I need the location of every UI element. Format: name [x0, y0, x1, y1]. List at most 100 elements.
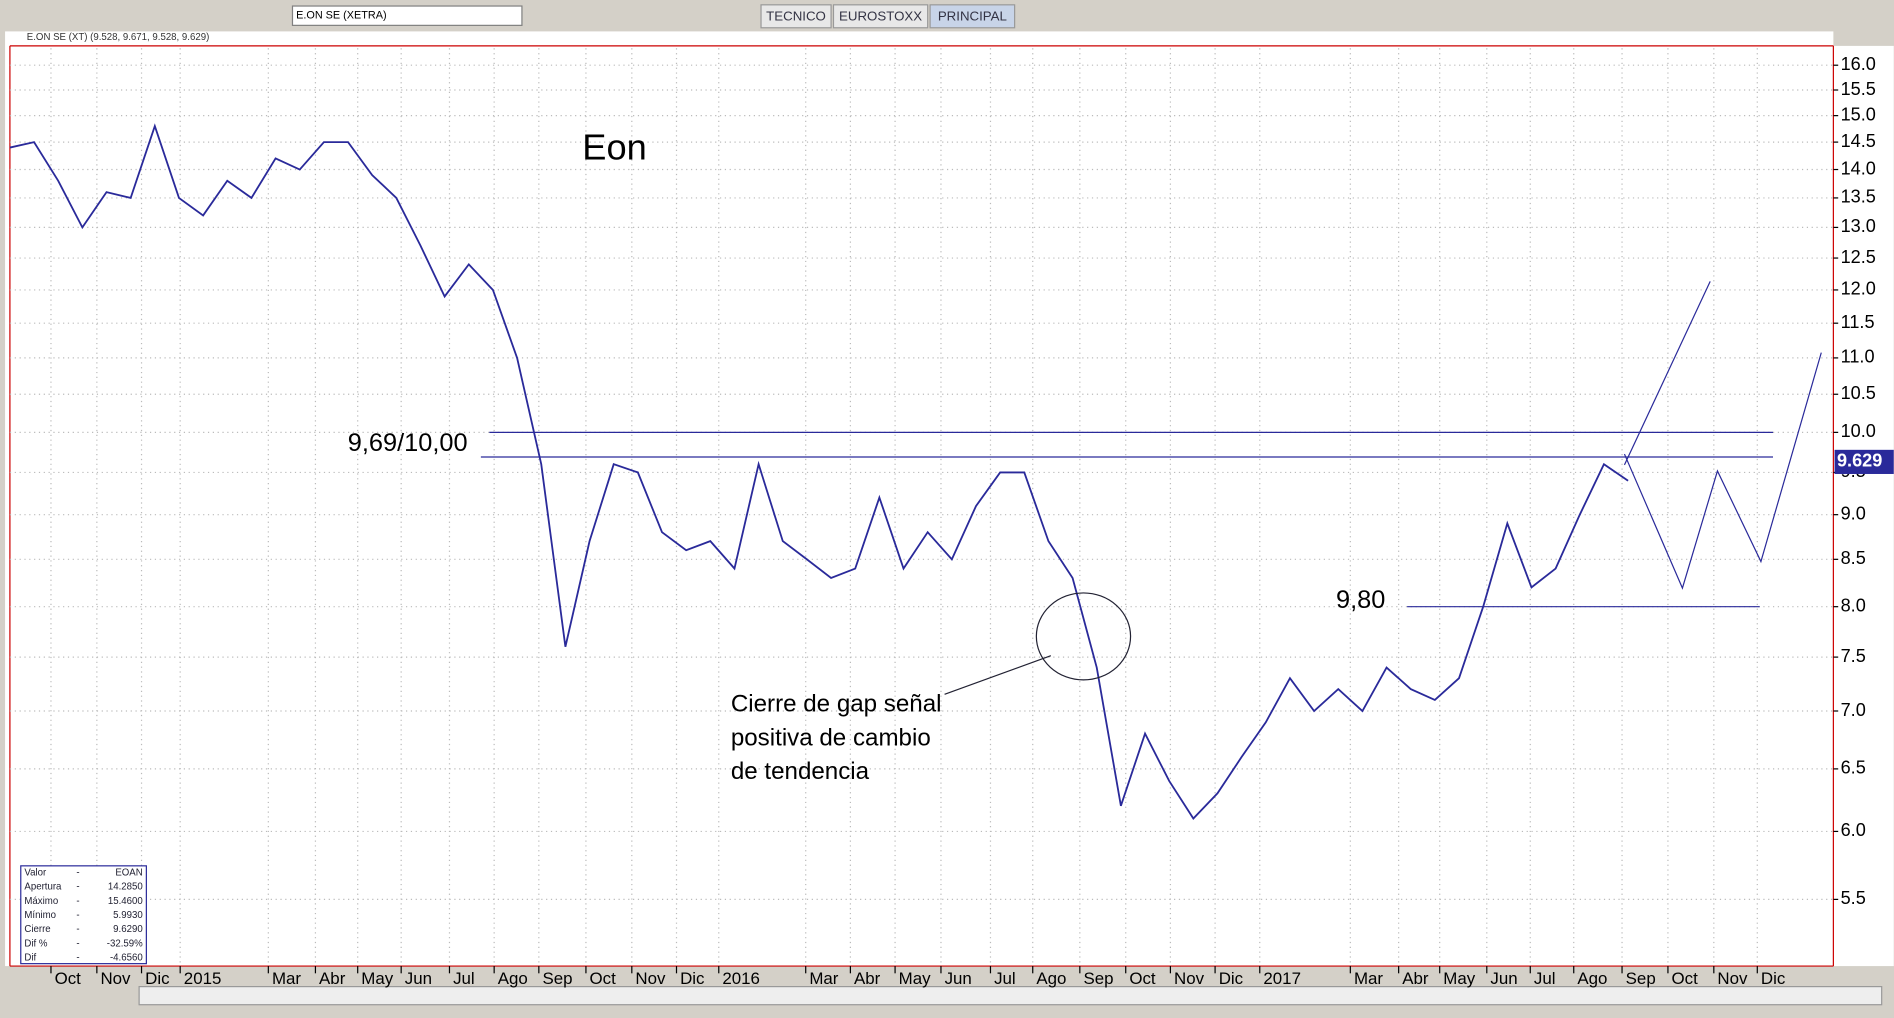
x-tick-label: Jun — [945, 969, 972, 988]
info-value: 5.9930 — [113, 910, 143, 921]
info-box-frame — [20, 865, 147, 965]
plot — [9, 123, 1773, 820]
last-value-label: 9.629 — [1837, 451, 1882, 471]
x-tick-label: May — [1443, 969, 1475, 988]
y-tick-label: 10.0 — [1841, 421, 1876, 441]
x-tick-label: Dic — [145, 969, 169, 988]
annotation: positiva de cambio — [731, 724, 931, 751]
y-axis-area — [1833, 45, 1894, 967]
tab-label: EUROSTOXX — [839, 8, 922, 23]
tab[interactable] — [832, 4, 929, 29]
info-sep: - — [76, 952, 79, 963]
chart-title: Eon — [582, 126, 646, 167]
x-tick-label: Sep — [1626, 969, 1656, 988]
x-tick-label: Abr — [854, 969, 881, 988]
x-tick-label: Ago — [1577, 969, 1607, 988]
y-tick-label: 8.0 — [1841, 595, 1866, 615]
plot-area — [5, 31, 1834, 967]
y-tick-label: 5.5 — [1841, 888, 1866, 908]
info-value: 14.2850 — [108, 882, 143, 893]
x-tick-label: Jul — [1534, 969, 1556, 988]
y-tick-label: 9.0 — [1841, 503, 1866, 523]
info-value: 9.6290 — [113, 924, 143, 935]
x-tick-label: Jul — [994, 969, 1016, 988]
x-tick-label: Jul — [453, 969, 475, 988]
info-label: Mínimo — [24, 910, 56, 921]
info-sep: - — [76, 882, 79, 893]
y-tick-label: 11.0 — [1841, 347, 1875, 367]
chart-header: E.ON SE (XT) (9.528, 9.671, 9.528, 9.629… — [27, 32, 210, 43]
annotation: 9,80 — [1336, 586, 1385, 614]
info-sep: - — [76, 924, 79, 935]
annotation: Cierre de gap señal — [731, 691, 942, 718]
projection-drawing — [1623, 352, 1822, 590]
y-tick-label: 7.0 — [1841, 700, 1866, 720]
y-tick-label: 12.5 — [1841, 247, 1876, 267]
info-label: Valor — [24, 868, 47, 879]
x-tick-label: Ago — [498, 969, 528, 988]
y-tick-label: 6.0 — [1841, 820, 1866, 840]
info-value: -32.59% — [107, 938, 143, 949]
x-tick-label: Dic — [1761, 969, 1785, 988]
x-tick-label: Dic — [680, 969, 704, 988]
info-label: Dif % — [24, 938, 47, 949]
x-tick-label: Abr — [1402, 969, 1429, 988]
info-label: Dif — [24, 952, 36, 963]
x-tick-label: Oct — [590, 969, 617, 988]
x-tick-label: May — [361, 969, 393, 988]
scroll-track[interactable] — [138, 985, 1883, 1006]
info-rows: Valor - EOAN Apertura - 14.2850 Máximo - 15.4600… — [24, 868, 143, 964]
y-tick-label: 10.5 — [1841, 383, 1876, 403]
x-tick-label: Mar — [809, 969, 838, 988]
info-box: Valor - EOAN Apertura - 14.2850 Máximo - 15.4600… — [20, 865, 147, 965]
x-tick-label: Nov — [635, 969, 666, 988]
x-tick-label: Nov — [1717, 969, 1748, 988]
x-tick-label: Oct — [1129, 969, 1156, 988]
symbol-box[interactable] — [291, 5, 523, 26]
x-tick-label: Dic — [1219, 969, 1243, 988]
x-tick-label: Mar — [272, 969, 301, 988]
circle-drawing — [1035, 592, 1132, 681]
x-tick-label: Sep — [542, 969, 572, 988]
info-label: Apertura — [24, 882, 62, 893]
y-tick-label: 8.5 — [1841, 548, 1866, 568]
tab[interactable] — [929, 4, 1016, 29]
tab-label: PRINCIPAL — [938, 8, 1007, 23]
x-tick-label: Jun — [1490, 969, 1517, 988]
info-label: Cierre — [24, 924, 50, 935]
x-tick-label: Jun — [405, 969, 432, 988]
y-tick-label: 15.5 — [1841, 79, 1876, 99]
last-value-box — [1834, 449, 1894, 474]
y-tick-label: 14.0 — [1841, 158, 1876, 178]
x-tick-label: Nov — [1174, 969, 1205, 988]
x-tick-label: Oct — [55, 969, 82, 988]
y-tick-label: 6.5 — [1841, 758, 1866, 778]
y-tick-label: 14.5 — [1841, 131, 1876, 151]
y-tick-label: 12.0 — [1841, 279, 1876, 299]
grid — [9, 48, 1834, 967]
info-value: -4.6560 — [110, 952, 143, 963]
x-tick-label: Nov — [100, 969, 131, 988]
info-sep: - — [76, 868, 79, 879]
toolbar: E.ON SE (XETRA) TECNICO EUROSTOXX PRINCI… — [0, 0, 1894, 33]
x-tick-label: Ago — [1036, 969, 1066, 988]
y-tick-label: 16.0 — [1841, 54, 1876, 74]
price-line — [9, 123, 1629, 820]
info-sep: - — [76, 938, 79, 949]
projection-drawing — [1623, 281, 1711, 466]
y-tick-label: 15.0 — [1841, 104, 1876, 124]
x-tick-label: Oct — [1672, 969, 1699, 988]
x-tick-label: 2015 — [184, 969, 222, 988]
y-tick-label: 11.5 — [1841, 312, 1875, 332]
tab[interactable] — [760, 4, 832, 29]
x-tick-label: Sep — [1083, 969, 1113, 988]
x-tick-label: 2017 — [1263, 969, 1301, 988]
y-tick-label: 13.5 — [1841, 187, 1876, 207]
info-sep: - — [76, 896, 79, 907]
x-tick-label: Mar — [1354, 969, 1383, 988]
symbol: E.ON SE (XETRA) — [296, 10, 387, 22]
info-sep: - — [76, 910, 79, 921]
info-value: EOAN — [115, 868, 142, 879]
